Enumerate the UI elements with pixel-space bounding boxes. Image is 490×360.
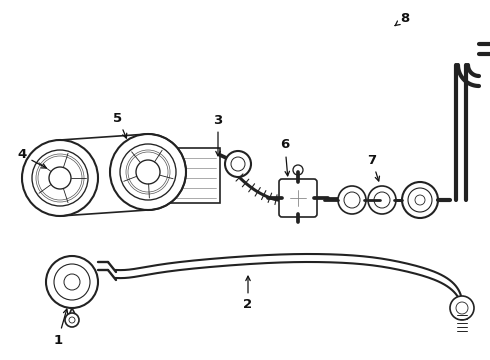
Text: 4: 4	[17, 148, 47, 168]
Text: 2: 2	[244, 276, 252, 311]
Circle shape	[46, 256, 98, 308]
Circle shape	[65, 313, 79, 327]
Text: 7: 7	[368, 153, 379, 181]
Text: 6: 6	[280, 139, 290, 176]
Text: 1: 1	[53, 309, 68, 346]
Circle shape	[402, 182, 438, 218]
Text: 8: 8	[395, 12, 410, 26]
Bar	[148, 148, 220, 203]
Circle shape	[368, 186, 396, 214]
FancyBboxPatch shape	[279, 179, 317, 217]
Circle shape	[225, 151, 251, 177]
Circle shape	[110, 134, 186, 210]
Circle shape	[338, 186, 366, 214]
Circle shape	[450, 296, 474, 320]
Text: 5: 5	[114, 112, 127, 138]
Text: 3: 3	[213, 113, 222, 156]
